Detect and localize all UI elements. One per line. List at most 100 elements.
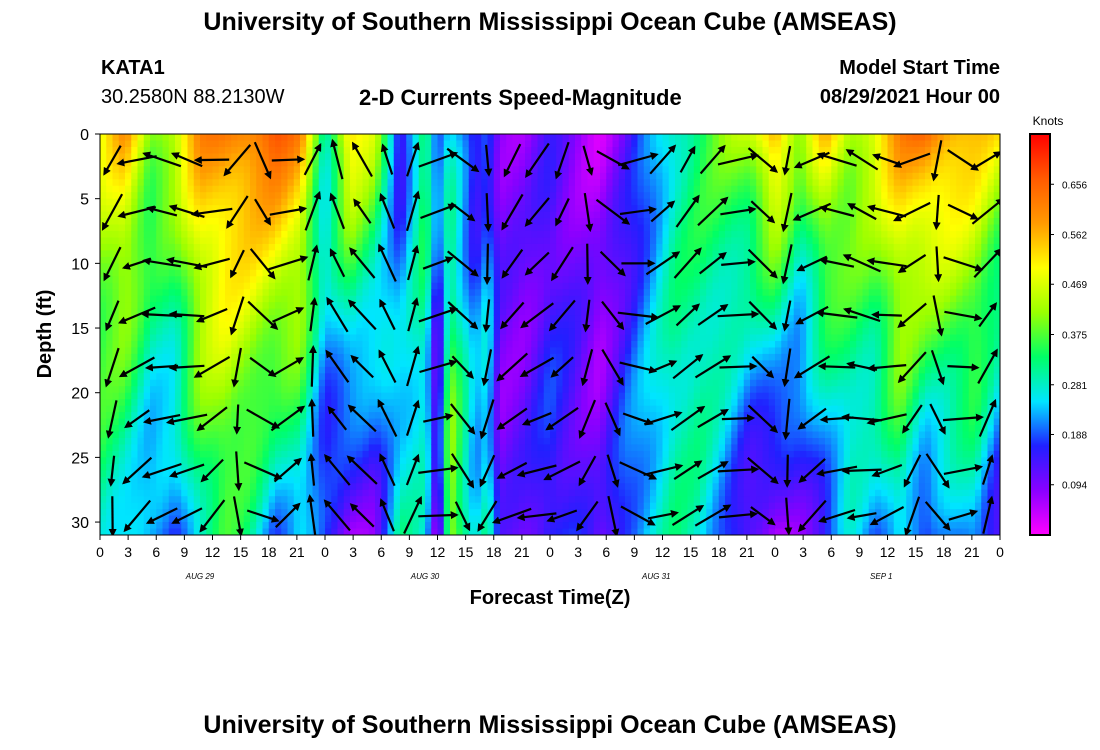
heatmap-cell: [318, 366, 326, 374]
heatmap-cell: [225, 450, 232, 458]
heatmap-cell: [181, 159, 189, 167]
heatmap-cell: [425, 483, 432, 491]
heatmap-cell: [337, 392, 345, 400]
heatmap-cell: [325, 522, 332, 530]
heatmap-cell: [531, 450, 539, 458]
heatmap-cell: [300, 302, 307, 310]
heatmap-cell: [406, 379, 414, 387]
heatmap-cell: [437, 347, 445, 355]
heatmap-cell: [193, 450, 201, 458]
heatmap-cell: [287, 340, 295, 349]
heatmap-cell: [512, 405, 520, 413]
heatmap-cell: [462, 321, 470, 329]
heatmap-cell: [587, 282, 595, 290]
heatmap-cell: [143, 444, 151, 452]
heatmap-cell: [487, 159, 495, 167]
heatmap-cell: [300, 134, 307, 142]
heatmap-cell: [381, 392, 389, 400]
heatmap-cell: [562, 489, 570, 497]
heatmap-cell: [443, 457, 451, 465]
heatmap-cell: [325, 340, 332, 349]
heatmap-cell: [406, 237, 414, 245]
heatmap-cell: [543, 392, 551, 400]
heatmap-cell: [318, 334, 326, 342]
heatmap-cell: [356, 179, 364, 187]
heatmap-cell: [350, 509, 357, 517]
heatmap-cell: [175, 302, 182, 310]
heatmap-cell: [556, 515, 564, 523]
heatmap-cell: [312, 159, 320, 167]
heatmap-cell: [331, 522, 339, 530]
heatmap-cell: [312, 237, 320, 245]
heatmap-cell: [156, 237, 164, 245]
heatmap-cell: [487, 379, 495, 387]
heatmap-cell: [562, 211, 570, 219]
heatmap-cell: [387, 334, 395, 342]
heatmap-cell: [337, 289, 345, 297]
heatmap-cell: [300, 185, 307, 193]
heatmap-cell: [425, 522, 432, 530]
heatmap-cell: [125, 282, 132, 290]
heatmap-cell: [425, 179, 432, 187]
heatmap-cell: [137, 522, 145, 530]
heatmap-cell: [493, 522, 501, 530]
heatmap-cell: [193, 457, 201, 465]
heatmap-cell: [568, 496, 576, 504]
heatmap-cell: [306, 353, 314, 361]
heatmap-cell: [181, 185, 189, 193]
heatmap-cell: [575, 373, 582, 381]
heatmap-cell: [500, 282, 507, 290]
heatmap-cell: [487, 418, 495, 426]
heatmap-cell: [487, 366, 495, 374]
heatmap-cell: [318, 243, 326, 252]
heatmap-cell: [400, 302, 407, 310]
heatmap-cell: [268, 134, 276, 142]
heatmap-cell: [343, 334, 351, 342]
heatmap-cell: [168, 166, 176, 174]
heatmap-cell: [462, 489, 470, 497]
heatmap-cell: [106, 450, 114, 458]
heatmap-cell: [300, 373, 307, 381]
heatmap-cell: [231, 437, 239, 446]
heatmap-cell: [118, 172, 126, 180]
heatmap-cell: [275, 166, 282, 174]
heatmap-cell: [268, 399, 276, 407]
heatmap-cell: [300, 483, 307, 491]
heatmap-cell: [468, 192, 476, 200]
heatmap-cell: [400, 218, 407, 226]
heatmap-cell: [337, 159, 345, 167]
heatmap-cell: [362, 224, 370, 232]
heatmap-cell: [443, 224, 451, 232]
heatmap-cell: [212, 159, 220, 167]
heatmap-cell: [450, 172, 457, 180]
heatmap-cell: [525, 470, 532, 478]
heatmap-cell: [131, 166, 139, 174]
heatmap-cell: [512, 509, 520, 517]
heatmap-cell: [443, 431, 451, 439]
heatmap-cell: [368, 205, 376, 213]
heatmap-cell: [568, 412, 576, 420]
heatmap-cell: [568, 360, 576, 368]
heatmap-cell: [356, 502, 364, 510]
heatmap-cell: [293, 159, 301, 167]
heatmap-cell: [175, 444, 182, 452]
heatmap-cell: [100, 405, 107, 413]
heatmap-cell: [381, 360, 389, 368]
heatmap-cell: [425, 431, 432, 439]
heatmap-cell: [162, 321, 170, 329]
heatmap-cell: [593, 386, 601, 394]
heatmap-cell: [437, 159, 445, 167]
heatmap-cell: [256, 315, 264, 323]
heatmap-cell: [362, 425, 370, 433]
heatmap-cell: [300, 269, 307, 277]
heatmap-cell: [300, 437, 307, 446]
heatmap-cell: [137, 418, 145, 426]
heatmap-cell: [306, 172, 314, 180]
heatmap-cell: [387, 418, 395, 426]
heatmap-cell: [412, 315, 420, 323]
heatmap-cell: [218, 373, 226, 381]
heatmap-cell: [356, 211, 364, 219]
heatmap-cell: [525, 444, 532, 452]
heatmap-cell: [462, 392, 470, 400]
heatmap-cell: [137, 295, 145, 303]
